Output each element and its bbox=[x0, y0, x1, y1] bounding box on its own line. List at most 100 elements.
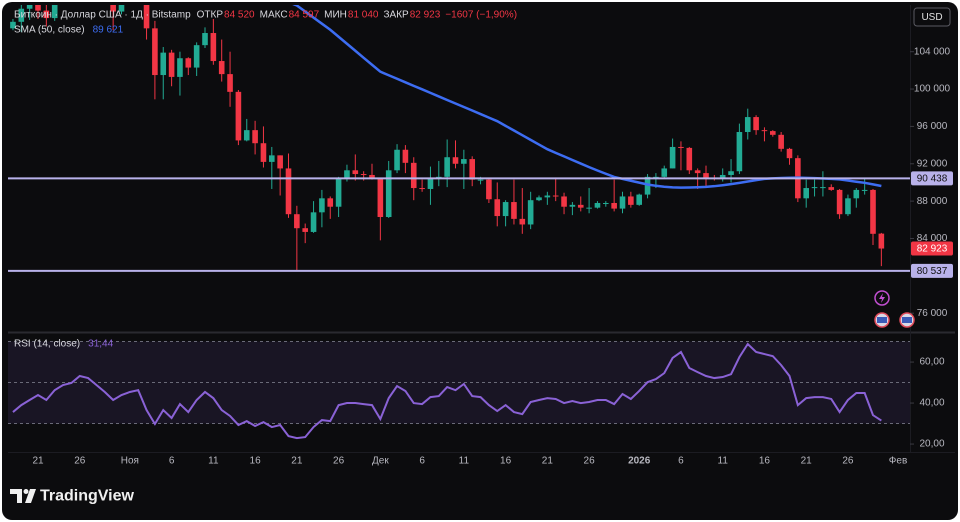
candle-body bbox=[277, 155, 283, 169]
x-tick-label: 6 bbox=[678, 456, 684, 467]
candle-body bbox=[18, 8, 25, 22]
y-tick-label: 100 000 bbox=[914, 84, 951, 95]
x-tick-label: 21 bbox=[32, 456, 44, 467]
rsi-value: 31,44 bbox=[88, 339, 113, 350]
candle-body bbox=[494, 199, 501, 217]
candle-body bbox=[43, 10, 50, 19]
candle-body bbox=[227, 74, 233, 92]
candle-body bbox=[118, 5, 125, 12]
rsi-line bbox=[12, 342, 882, 440]
x-tick-label: Ноя bbox=[121, 456, 139, 467]
candle-body bbox=[310, 212, 317, 232]
x-tick-label: Дек bbox=[372, 456, 389, 467]
event-icon-glyph bbox=[902, 317, 912, 323]
candle-body bbox=[235, 91, 242, 141]
price-pane bbox=[8, 5, 910, 272]
y-tick-label: 40,00 bbox=[919, 398, 944, 409]
candle-body bbox=[669, 146, 676, 169]
candle-body bbox=[419, 188, 425, 190]
x-tick-label: 6 bbox=[419, 456, 425, 467]
currency-button[interactable]: USD bbox=[913, 7, 951, 27]
x-tick-label: 26 bbox=[74, 456, 86, 467]
y-tick-label: 88 000 bbox=[917, 196, 948, 207]
x-tick-label: 21 bbox=[291, 456, 303, 467]
logo-mark bbox=[23, 489, 29, 494]
candle-body bbox=[110, 5, 116, 12]
candle-body bbox=[753, 117, 759, 131]
ohlc-value: 81 040 bbox=[348, 10, 379, 21]
candle-body bbox=[845, 198, 851, 215]
currency-label[interactable]: USD bbox=[921, 12, 942, 23]
x-tick-label: 16 bbox=[759, 456, 771, 467]
x-tick-label: 16 bbox=[250, 456, 262, 467]
candle-body bbox=[770, 131, 776, 135]
rsi-pane bbox=[8, 341, 910, 440]
x-tick-label: 26 bbox=[333, 456, 345, 467]
candle-body bbox=[344, 170, 350, 178]
candle-body bbox=[728, 171, 734, 175]
candle-body bbox=[661, 168, 668, 177]
candle-body bbox=[628, 196, 634, 205]
ohlc-value: 84 597 bbox=[289, 10, 320, 21]
candle-body bbox=[327, 198, 334, 207]
chart-title: Биткоин · Доллар США · 1Д · Bitstamp bbox=[14, 10, 191, 21]
candle-body bbox=[218, 61, 225, 75]
candle-body bbox=[861, 189, 868, 191]
ohlc-label: МАКС bbox=[260, 10, 288, 21]
candle-body bbox=[477, 179, 484, 181]
currency-button-box[interactable] bbox=[913, 7, 951, 27]
candle-body bbox=[160, 52, 167, 76]
candle-body bbox=[502, 202, 509, 217]
candle-body bbox=[778, 134, 784, 149]
candle-body bbox=[878, 233, 885, 249]
candle-body bbox=[210, 33, 217, 62]
x-tick-label: 2026 bbox=[628, 456, 651, 467]
x-tick-label: 11 bbox=[208, 456, 219, 467]
candle-body bbox=[486, 179, 492, 200]
horizontal-line-label-box bbox=[911, 263, 953, 278]
candle-body bbox=[636, 194, 642, 205]
candle-body bbox=[561, 196, 567, 207]
brand-logo: TradingView bbox=[10, 488, 135, 505]
candle-body bbox=[870, 189, 876, 234]
candle-body bbox=[410, 162, 417, 189]
candle-body bbox=[694, 170, 701, 174]
horizontal-line-label: 90 438 bbox=[917, 173, 948, 184]
brand-name: TradingView bbox=[40, 488, 135, 505]
candle-body bbox=[577, 204, 584, 208]
candle-body bbox=[469, 159, 475, 180]
ohlc-value: 82 923 bbox=[410, 10, 441, 21]
candle-body bbox=[511, 202, 517, 219]
candle-body bbox=[302, 228, 308, 232]
candle-body bbox=[719, 174, 726, 179]
candle-body bbox=[744, 117, 751, 133]
candle-body bbox=[452, 157, 459, 164]
candle-body bbox=[185, 58, 192, 68]
event-icon-glyph bbox=[879, 293, 885, 303]
candle-body bbox=[828, 187, 835, 190]
y-tick-label: 96 000 bbox=[917, 121, 948, 132]
candle-body bbox=[611, 202, 617, 209]
candle-body bbox=[402, 149, 409, 163]
x-tick-label: 11 bbox=[459, 456, 470, 467]
x-tick-label: 21 bbox=[801, 456, 813, 467]
candle-body bbox=[703, 173, 709, 178]
x-tick-label: 26 bbox=[842, 456, 854, 467]
candle-body bbox=[35, 5, 41, 11]
candle-body bbox=[653, 176, 659, 178]
candle-body bbox=[811, 187, 818, 189]
ohlc-label: ЗАКР bbox=[384, 10, 410, 21]
candle-body bbox=[252, 130, 258, 144]
candle-body bbox=[444, 157, 450, 177]
candle-body bbox=[269, 155, 275, 162]
candle-body bbox=[10, 21, 16, 29]
candle-body bbox=[761, 130, 768, 132]
sma-line bbox=[292, 5, 882, 189]
ohlc-label: ОТКР bbox=[197, 10, 224, 21]
y-tick-label: 20,00 bbox=[919, 439, 944, 450]
x-tick-label: 26 bbox=[584, 456, 596, 467]
logo-mark bbox=[10, 489, 22, 503]
candle-body bbox=[619, 196, 626, 209]
rsi-legend: RSI (14, close) bbox=[14, 339, 80, 350]
